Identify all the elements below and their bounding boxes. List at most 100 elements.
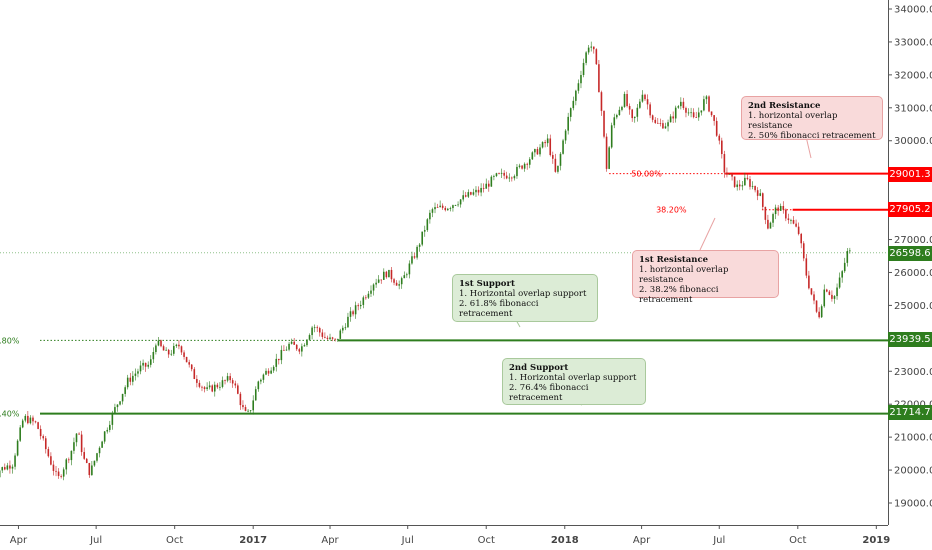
candle-body: [249, 410, 252, 412]
candle-body: [802, 243, 805, 259]
candle: [270, 367, 272, 375]
y-tick-label: 32000.0: [894, 70, 932, 81]
candle: [626, 90, 628, 108]
candle: [843, 257, 846, 273]
candle: [521, 165, 523, 170]
candle: [124, 385, 126, 397]
candle: [395, 280, 398, 286]
candle: [697, 107, 700, 121]
candle: [68, 457, 70, 464]
candle-body: [29, 417, 32, 424]
candle: [552, 151, 554, 164]
candle: [646, 94, 649, 110]
candle-body: [544, 142, 546, 144]
candle: [280, 345, 283, 365]
candle: [57, 468, 60, 479]
candle: [639, 98, 641, 109]
candle: [633, 116, 636, 123]
candle: [618, 106, 621, 116]
candle: [380, 279, 383, 284]
candle-body: [493, 176, 495, 177]
candle: [518, 163, 521, 169]
candle-body: [454, 205, 457, 206]
candle: [55, 466, 57, 477]
candle: [441, 203, 444, 210]
support-resistance-levels: 50.00% 38.20% 1.80% 5.40%: [0, 170, 888, 419]
candle-body: [339, 330, 342, 339]
candle-body: [106, 429, 109, 432]
candle: [434, 202, 436, 214]
candle: [582, 58, 585, 78]
candle: [324, 332, 326, 339]
candle-body: [756, 190, 759, 196]
candle: [388, 269, 390, 278]
x-tick-label: Jul: [401, 535, 414, 546]
candle: [288, 341, 290, 352]
candle: [849, 247, 851, 254]
candle-body: [738, 184, 741, 187]
candle: [275, 353, 278, 372]
candle-body: [334, 338, 336, 340]
candle: [677, 104, 680, 109]
candle-body: [800, 233, 803, 244]
candle-body: [490, 176, 493, 187]
candle: [505, 171, 508, 180]
candle: [503, 170, 505, 180]
candle-body: [157, 340, 160, 346]
candle: [359, 300, 362, 310]
candle: [160, 339, 162, 348]
candle: [9, 460, 11, 474]
candle: [621, 105, 623, 112]
candle: [572, 96, 575, 111]
candle: [687, 108, 690, 116]
candle: [267, 368, 270, 376]
candle: [541, 141, 544, 149]
candle-body: [24, 415, 27, 421]
fib-label: 5.40%: [0, 410, 20, 419]
candle: [603, 110, 605, 139]
candle: [700, 110, 703, 116]
fib-label: 38.20%: [656, 206, 687, 215]
candle-body: [828, 291, 831, 295]
candle-body: [470, 192, 472, 195]
candle: [70, 450, 73, 466]
candle-body: [237, 385, 239, 394]
candle-body: [644, 94, 646, 100]
price-axis[interactable]: 19000.020000.021000.022000.023000.024000…: [888, 0, 932, 525]
candle: [511, 176, 513, 182]
y-tick-label: 25000.0: [894, 301, 932, 312]
time-axis[interactable]: Apr Jul Oct 2017 Apr Jul Oct 2018 Apr Jul Oct 2019: [0, 525, 890, 546]
candle-body: [677, 106, 680, 108]
candle: [147, 361, 150, 369]
candle: [362, 295, 365, 309]
candle: [444, 206, 447, 212]
candle: [423, 225, 426, 237]
candle: [462, 190, 464, 202]
candle: [24, 414, 27, 423]
candle: [644, 93, 646, 101]
candle-body: [354, 305, 357, 315]
candle: [308, 333, 311, 341]
candle-body: [149, 359, 152, 365]
candle-body: [155, 345, 157, 352]
candle-body: [495, 173, 498, 177]
candle-body: [380, 279, 383, 281]
candle-body: [569, 108, 572, 117]
candle-body: [413, 256, 416, 258]
candle-body: [713, 115, 715, 121]
candle: [301, 343, 303, 357]
fib-label: 1.80%: [0, 336, 20, 345]
candle: [797, 222, 800, 236]
candle-body: [93, 460, 96, 466]
candle-body: [226, 376, 229, 381]
candle: [452, 204, 454, 212]
candle-body: [674, 107, 677, 119]
candle-body: [751, 185, 754, 187]
candle-body: [272, 366, 275, 371]
candle-body: [267, 370, 270, 374]
candle-body: [626, 93, 628, 107]
candle: [16, 439, 19, 457]
candle: [495, 172, 498, 178]
candle-body: [672, 116, 674, 119]
candle-body: [836, 287, 838, 297]
